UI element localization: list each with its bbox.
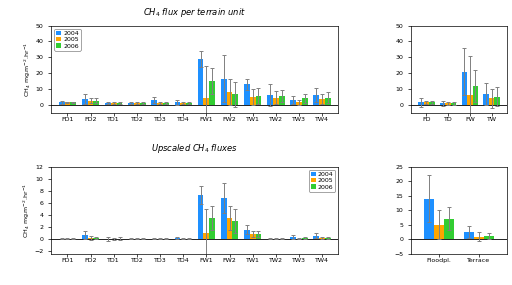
Bar [227,218,232,239]
Bar [279,96,285,105]
Bar [267,95,273,105]
Bar [134,103,140,105]
Bar [423,102,429,105]
Bar [483,94,489,105]
Bar [464,232,474,239]
Bar [273,98,279,105]
Bar [244,84,250,105]
Bar [290,100,296,105]
Bar [128,103,134,105]
Y-axis label: CH$_4$ mg.m$^{-2}$.hr$^{-1}$: CH$_4$ mg.m$^{-2}$.hr$^{-1}$ [21,183,32,238]
Bar [244,230,250,239]
Bar [203,233,209,239]
Text: CH$_4$ flux per terrain unit: CH$_4$ flux per terrain unit [143,5,246,19]
Bar [325,98,331,105]
Bar [82,235,88,239]
Y-axis label: CH$_4$ mg.m$^{-2}$.hr$^{-1}$: CH$_4$ mg.m$^{-2}$.hr$^{-1}$ [23,42,33,97]
Bar [424,199,434,239]
Bar [290,237,296,239]
Bar [444,219,454,239]
Bar [94,238,99,239]
Bar [203,98,209,105]
Bar [82,99,88,105]
Bar [198,59,203,105]
Bar [484,236,494,239]
Bar [232,221,238,239]
Bar [140,103,145,105]
Bar [175,102,180,105]
Bar [111,103,117,105]
Bar [88,238,94,239]
Bar [209,218,215,239]
Bar [152,100,157,105]
Bar [313,236,319,239]
Bar [221,79,227,105]
Bar [198,196,203,239]
Legend: 2004, 2005, 2006: 2004, 2005, 2006 [54,29,81,50]
Bar [418,102,423,105]
Bar [434,225,444,239]
Bar [186,103,192,105]
Bar [451,103,456,105]
Bar [175,238,180,239]
Bar [302,238,308,239]
Bar [70,102,76,105]
Bar [319,99,325,105]
Bar [255,234,262,239]
Bar [180,103,186,105]
Bar [473,86,478,105]
Bar [59,102,65,105]
Bar [227,92,232,105]
Bar [157,103,163,105]
Bar [296,102,302,105]
Bar [250,97,255,105]
Bar [255,96,262,105]
Bar [117,103,122,105]
Bar [88,101,94,105]
Bar [250,235,255,239]
Bar [65,102,70,105]
Bar [462,72,467,105]
Bar [232,94,238,105]
Bar [105,103,111,105]
Legend: 2004, 2005, 2006: 2004, 2005, 2006 [309,170,335,192]
Bar [302,98,308,105]
Bar [94,101,99,105]
Bar [209,81,215,105]
Bar [474,237,484,239]
Bar [467,95,473,105]
Text: Upscaled CH$_4$ fluxes: Upscaled CH$_4$ fluxes [152,142,238,155]
Bar [489,98,495,105]
Bar [163,103,169,105]
Bar [495,97,500,105]
Bar [313,95,319,105]
Bar [325,238,331,239]
Bar [221,198,227,239]
Bar [440,103,445,105]
Bar [429,102,435,105]
Bar [445,103,451,105]
Bar [319,238,325,239]
